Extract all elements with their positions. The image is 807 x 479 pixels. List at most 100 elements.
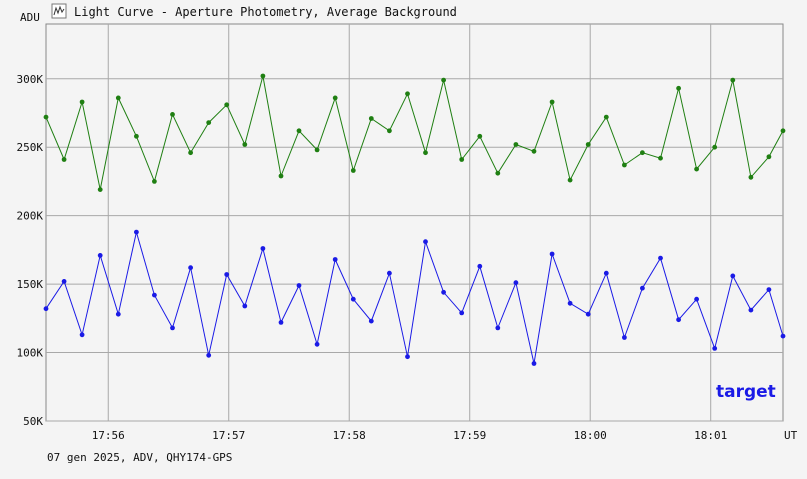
data-point <box>278 320 284 325</box>
data-point <box>658 155 663 161</box>
data-point <box>477 263 483 269</box>
data-point <box>43 114 49 120</box>
y-tick-label: 250K <box>17 141 44 154</box>
data-point <box>387 270 392 276</box>
series-line <box>45 75 784 190</box>
y-axis-label: ADU <box>20 11 40 24</box>
data-point <box>206 120 212 125</box>
data-point <box>441 289 446 295</box>
data-point <box>314 341 320 347</box>
data-point <box>531 361 537 366</box>
y-tick-label: 100K <box>17 347 44 360</box>
data-point <box>260 73 266 79</box>
data-point <box>513 280 519 286</box>
x-tick-label: 17:59 <box>453 429 486 442</box>
data-point <box>368 116 374 121</box>
y-tick-label: 200K <box>17 210 44 223</box>
data-point <box>766 154 772 160</box>
data-point <box>567 177 573 183</box>
x-tick-label: 18:01 <box>694 429 727 442</box>
x-tick-label: 17:57 <box>212 429 245 442</box>
y-tick-label: 50K <box>23 415 43 428</box>
data-point <box>622 162 627 168</box>
data-point <box>332 95 338 101</box>
data-point <box>350 296 356 302</box>
data-point <box>368 318 374 324</box>
data-point <box>477 133 483 139</box>
data-point <box>495 325 501 331</box>
series-0 <box>43 73 786 193</box>
data-point <box>152 292 157 298</box>
data-point <box>79 332 85 338</box>
data-point <box>43 306 49 312</box>
data-point <box>61 157 67 162</box>
data-point <box>513 142 519 147</box>
data-point <box>585 311 591 317</box>
x-tick-label: 17:58 <box>333 429 366 442</box>
data-point <box>748 307 754 313</box>
data-point <box>152 179 157 184</box>
data-point <box>712 144 718 150</box>
x-tick-label: 17:56 <box>92 429 125 442</box>
data-point <box>350 168 356 173</box>
data-point <box>676 85 681 91</box>
series-line <box>45 231 784 364</box>
data-point <box>730 77 736 83</box>
data-point <box>97 187 103 193</box>
data-point <box>567 300 573 306</box>
data-point <box>61 279 67 284</box>
data-point <box>585 142 591 147</box>
data-point <box>603 114 609 120</box>
data-point <box>170 325 175 331</box>
data-point <box>188 265 194 271</box>
data-point <box>314 147 320 153</box>
data-point <box>242 142 248 147</box>
data-point <box>296 128 302 134</box>
data-point <box>423 239 428 245</box>
data-point <box>622 335 627 340</box>
data-point <box>730 273 736 279</box>
data-point <box>495 170 501 176</box>
data-point <box>531 148 537 154</box>
data-point <box>658 255 663 261</box>
data-point <box>459 157 465 162</box>
light-curve-icon[interactable] <box>51 3 67 19</box>
data-point <box>296 283 302 288</box>
legend-target: target <box>716 382 776 402</box>
data-point <box>97 253 103 258</box>
data-point <box>694 296 699 302</box>
x-axis-label: UT <box>784 429 798 442</box>
data-point <box>441 77 446 83</box>
y-tick-label: 150K <box>17 278 44 291</box>
data-point <box>224 102 230 108</box>
grid <box>46 24 783 422</box>
data-point <box>603 270 609 276</box>
data-point <box>134 133 139 139</box>
data-point <box>766 287 772 292</box>
plot-area <box>45 23 784 422</box>
axes: 50K 100K 150K 200K 250K 300K 17:56 17:57 17:58 17… <box>17 73 728 442</box>
data-point <box>170 112 175 117</box>
data-point <box>694 166 699 172</box>
data-point <box>780 333 786 339</box>
data-point <box>242 303 248 309</box>
data-point <box>115 95 121 101</box>
data-point <box>549 251 555 257</box>
data-point <box>459 310 465 316</box>
data-point <box>115 311 121 317</box>
data-point <box>405 354 410 360</box>
footer-info: 07 gen 2025, ADV, QHY174-GPS <box>47 451 232 464</box>
window-title: Light Curve - Aperture Photometry, Avera… <box>74 5 457 19</box>
data-point <box>79 99 85 105</box>
data-point <box>640 150 645 156</box>
data-point <box>134 229 139 235</box>
title-bar: Light Curve - Aperture Photometry, Avera… <box>21 3 784 21</box>
data-point <box>780 128 786 134</box>
series-1 <box>43 229 786 366</box>
data-point <box>549 99 555 105</box>
data-point <box>423 150 428 156</box>
data-point <box>640 285 645 291</box>
data-point <box>676 317 681 323</box>
